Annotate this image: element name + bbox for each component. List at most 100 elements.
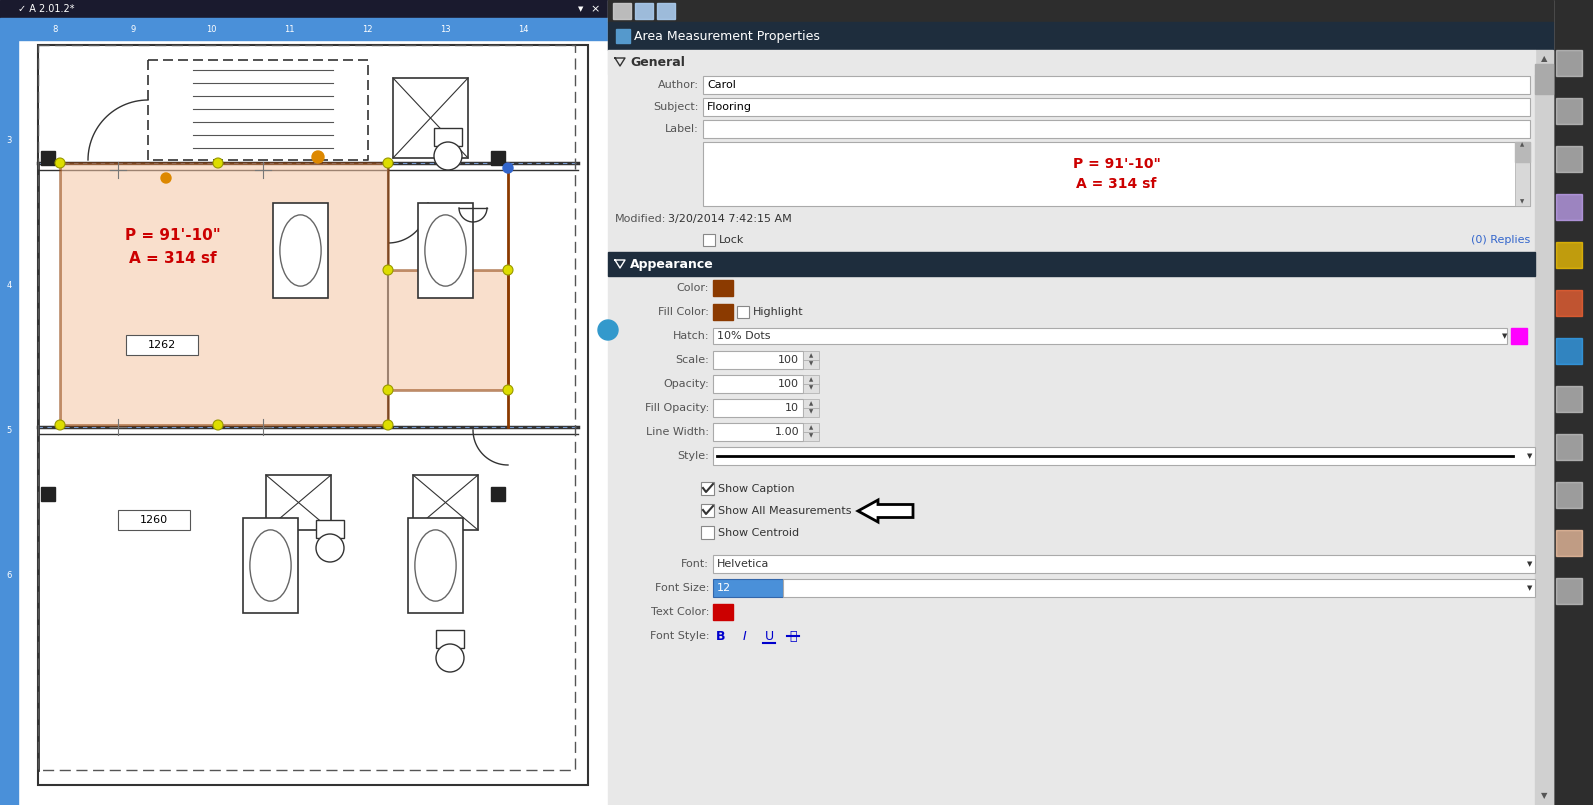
Text: General: General	[629, 56, 685, 68]
Bar	[714, 423, 803, 441]
Bar	[703, 98, 1529, 116]
Text: Label:: Label:	[666, 124, 699, 134]
Text: 1.00: 1.00	[774, 427, 800, 437]
Bar	[609, 50, 1536, 74]
Text: Highlight: Highlight	[753, 307, 803, 317]
Text: Hatch:: Hatch:	[672, 331, 709, 341]
Bar	[1512, 328, 1528, 344]
Bar	[491, 151, 505, 165]
Bar	[609, 22, 1553, 50]
Circle shape	[382, 420, 393, 430]
Bar	[714, 399, 803, 417]
Bar	[703, 234, 715, 246]
Text: 4: 4	[6, 280, 11, 290]
Text: Subject:: Subject:	[653, 102, 699, 112]
Bar	[703, 120, 1529, 138]
Bar	[126, 335, 198, 355]
Text: Font:: Font:	[682, 559, 709, 569]
Bar	[315, 520, 344, 538]
Circle shape	[503, 163, 513, 173]
Circle shape	[315, 534, 344, 562]
Text: 10: 10	[785, 403, 800, 413]
Bar	[714, 280, 733, 296]
Circle shape	[503, 385, 513, 395]
Text: (0) Replies: (0) Replies	[1470, 235, 1529, 245]
Bar	[1556, 434, 1582, 460]
Circle shape	[597, 320, 618, 340]
Text: ▲: ▲	[1520, 142, 1525, 147]
Bar	[803, 399, 819, 408]
Text: Show Caption: Show Caption	[718, 484, 795, 494]
Bar	[1556, 290, 1582, 316]
Text: Text Color:: Text Color:	[650, 607, 709, 617]
Text: 10: 10	[205, 24, 217, 34]
Text: 14: 14	[518, 24, 529, 34]
Bar	[417, 203, 473, 298]
Bar	[703, 76, 1529, 94]
Bar	[41, 151, 56, 165]
Bar	[803, 432, 819, 441]
Bar	[1556, 386, 1582, 412]
Bar	[714, 304, 733, 320]
Text: 3/20/2014 7:42:15 AM: 3/20/2014 7:42:15 AM	[667, 214, 792, 224]
Text: ▼: ▼	[809, 410, 812, 415]
Text: ▼: ▼	[578, 6, 583, 12]
Text: A = 314 sf: A = 314 sf	[129, 250, 217, 266]
Bar	[714, 328, 1507, 344]
Bar	[0, 0, 609, 18]
Bar	[491, 487, 505, 501]
Text: 10% Dots: 10% Dots	[717, 331, 771, 341]
Circle shape	[213, 158, 223, 168]
Text: Carol: Carol	[707, 80, 736, 90]
Bar	[636, 3, 653, 19]
Text: P = 91'-10": P = 91'-10"	[126, 228, 221, 242]
Bar	[1536, 50, 1553, 805]
Text: Scale:: Scale:	[675, 355, 709, 365]
Bar	[413, 475, 478, 530]
Bar	[803, 384, 819, 393]
Bar	[701, 504, 714, 517]
Text: 1262: 1262	[148, 340, 177, 350]
Bar	[609, 0, 1553, 22]
Text: Font Size:: Font Size:	[655, 583, 709, 593]
Text: Lock: Lock	[718, 235, 744, 245]
Bar	[609, 0, 1553, 805]
Bar	[1556, 578, 1582, 604]
Text: ▼: ▼	[809, 361, 812, 366]
Text: ▼: ▼	[1528, 453, 1532, 459]
Circle shape	[56, 158, 65, 168]
Circle shape	[436, 644, 464, 672]
Text: I: I	[742, 630, 747, 642]
Text: 12: 12	[717, 583, 731, 593]
Text: ▲: ▲	[809, 402, 812, 407]
Text: Line Width:: Line Width:	[647, 427, 709, 437]
Text: ▼: ▼	[1502, 333, 1507, 339]
Text: Show All Measurements: Show All Measurements	[718, 506, 852, 516]
Text: Fill Color:: Fill Color:	[658, 307, 709, 317]
Circle shape	[382, 385, 393, 395]
Bar	[714, 579, 784, 597]
Text: Color:: Color:	[677, 283, 709, 293]
Bar	[714, 555, 1536, 573]
Text: ×: ×	[589, 4, 599, 14]
Text: 100: 100	[777, 355, 800, 365]
Bar	[616, 29, 629, 43]
Bar	[436, 630, 464, 648]
Text: P = 91'-10": P = 91'-10"	[1072, 157, 1160, 171]
Bar	[714, 604, 733, 620]
Bar	[738, 306, 749, 318]
Text: Modified:: Modified:	[615, 214, 666, 224]
Text: 13: 13	[440, 24, 451, 34]
Bar	[1536, 64, 1553, 94]
Bar	[1556, 50, 1582, 76]
Text: ▼: ▼	[1528, 561, 1532, 567]
Bar	[714, 447, 1536, 465]
Bar	[1556, 98, 1582, 124]
Bar	[1556, 194, 1582, 220]
Bar	[701, 482, 714, 495]
Bar	[41, 487, 56, 501]
Bar	[703, 142, 1529, 206]
Circle shape	[382, 265, 393, 275]
Text: 11: 11	[284, 24, 295, 34]
Text: Style:: Style:	[677, 451, 709, 461]
